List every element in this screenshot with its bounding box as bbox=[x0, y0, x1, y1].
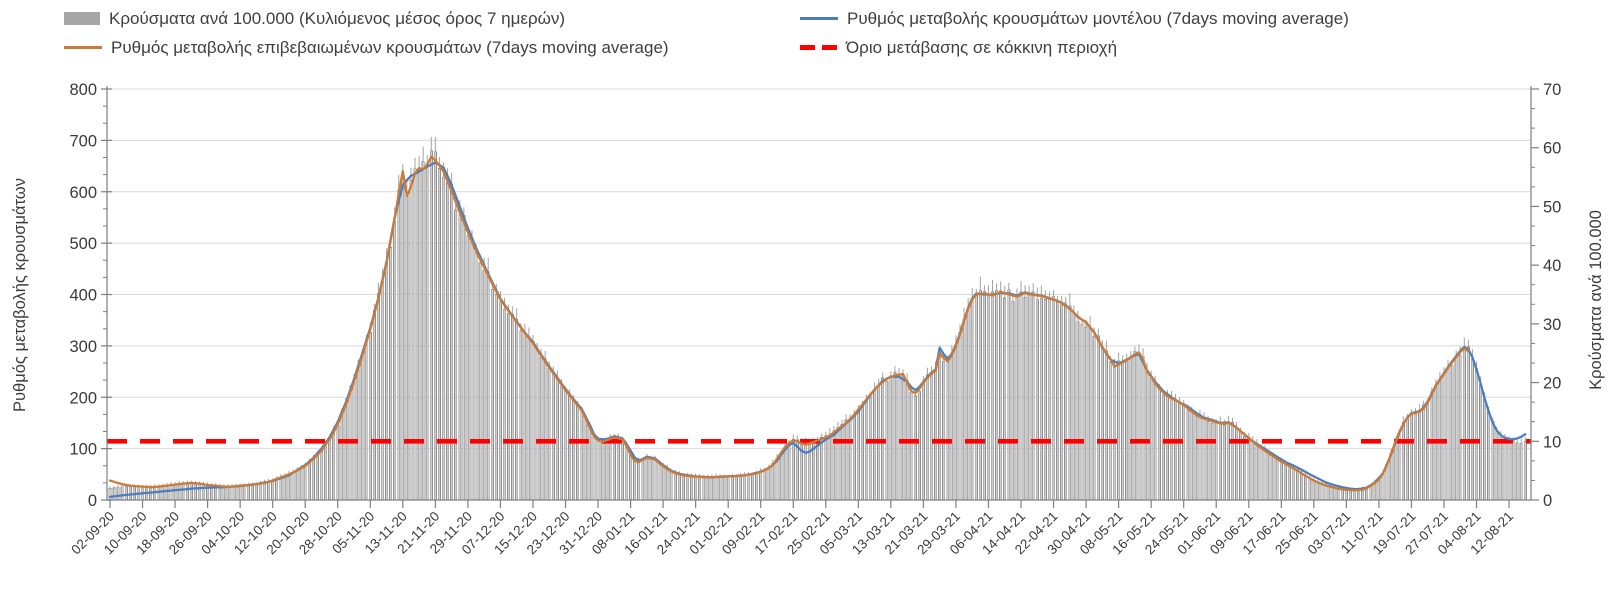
x-axis-ticks-and-labels: 02-09-2010-09-2018-09-2026-09-2004-10-20… bbox=[68, 500, 1516, 557]
legend-label: Ρυθμός μεταβολής κρουσμάτων μοντέλου (7d… bbox=[847, 9, 1349, 28]
legend-item-red-zone-threshold: Όριο μετάβασης σε κόκκινη περιοχή bbox=[800, 39, 1117, 56]
bar-swatch-icon bbox=[64, 12, 100, 25]
left-axis-tick-label: 300 bbox=[69, 338, 97, 356]
right-axis-tick-label: 60 bbox=[1543, 140, 1561, 158]
gridlines bbox=[107, 88, 1531, 450]
legend-item-cases-per-100k: Κρούσματα ανά 100.000 (Κυλιόμενος μέσος … bbox=[64, 10, 565, 27]
confirmed-line bbox=[108, 155, 1470, 492]
legend-label: Κρούσματα ανά 100.000 (Κυλιόμενος μέσος … bbox=[109, 9, 566, 28]
right-axis-tick-label: 40 bbox=[1543, 257, 1561, 275]
line-swatch-icon bbox=[800, 17, 838, 20]
left-axis-tick-label: 400 bbox=[69, 287, 97, 305]
legend-item-model-rate: Ρυθμός μεταβολής κρουσμάτων μοντέλου (7d… bbox=[800, 10, 1349, 27]
line-swatch-icon bbox=[64, 46, 102, 49]
axes bbox=[106, 86, 1532, 501]
right-axis-tick-label: 20 bbox=[1543, 375, 1561, 393]
right-axis-tick-label: 70 bbox=[1543, 81, 1561, 99]
y-axis-ticks-and-labels: 0 100 200 300 400 500 600 700 800 0 10 20 30 40 50 60 70 bbox=[69, 81, 1561, 510]
right-axis-tick-label: 10 bbox=[1543, 433, 1561, 451]
legend-item-confirmed-rate: Ρυθμός μεταβολής επιβεβαιωμένων κρουσμάτ… bbox=[64, 39, 669, 56]
model-line bbox=[108, 161, 1527, 499]
left-axis-tick-label: 800 bbox=[69, 81, 97, 99]
left-axis-tick-label: 600 bbox=[69, 184, 97, 202]
left-axis-tick-label: 0 bbox=[88, 492, 97, 510]
right-axis-tick-label: 30 bbox=[1543, 316, 1561, 334]
right-axis-tick-label: 50 bbox=[1543, 198, 1561, 216]
dashed-line-swatch-icon bbox=[800, 45, 837, 50]
legend-label: Όριο μετάβασης σε κόκκινη περιοχή bbox=[846, 38, 1118, 57]
left-axis-tick-label: 200 bbox=[69, 389, 97, 407]
legend-label: Ρυθμός μεταβολής επιβεβαιωμένων κρουσμάτ… bbox=[111, 38, 669, 57]
right-axis-tick-label: 0 bbox=[1543, 492, 1552, 510]
left-axis-tick-label: 100 bbox=[69, 441, 97, 459]
left-axis-tick-label: 700 bbox=[69, 132, 97, 150]
left-axis-tick-label: 500 bbox=[69, 235, 97, 253]
